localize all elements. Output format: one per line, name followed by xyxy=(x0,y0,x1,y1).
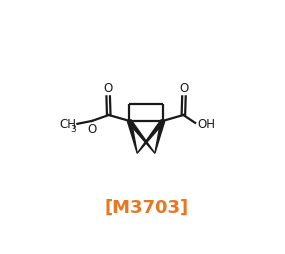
Polygon shape xyxy=(127,121,137,154)
Text: CH: CH xyxy=(59,117,76,130)
Text: OH: OH xyxy=(197,118,215,131)
Text: [M3703]: [M3703] xyxy=(104,198,188,215)
Text: 3: 3 xyxy=(71,124,76,133)
Polygon shape xyxy=(155,121,165,154)
Polygon shape xyxy=(137,120,164,154)
Polygon shape xyxy=(128,120,155,154)
Text: O: O xyxy=(88,123,97,136)
Text: O: O xyxy=(179,82,189,95)
Text: O: O xyxy=(103,82,113,95)
